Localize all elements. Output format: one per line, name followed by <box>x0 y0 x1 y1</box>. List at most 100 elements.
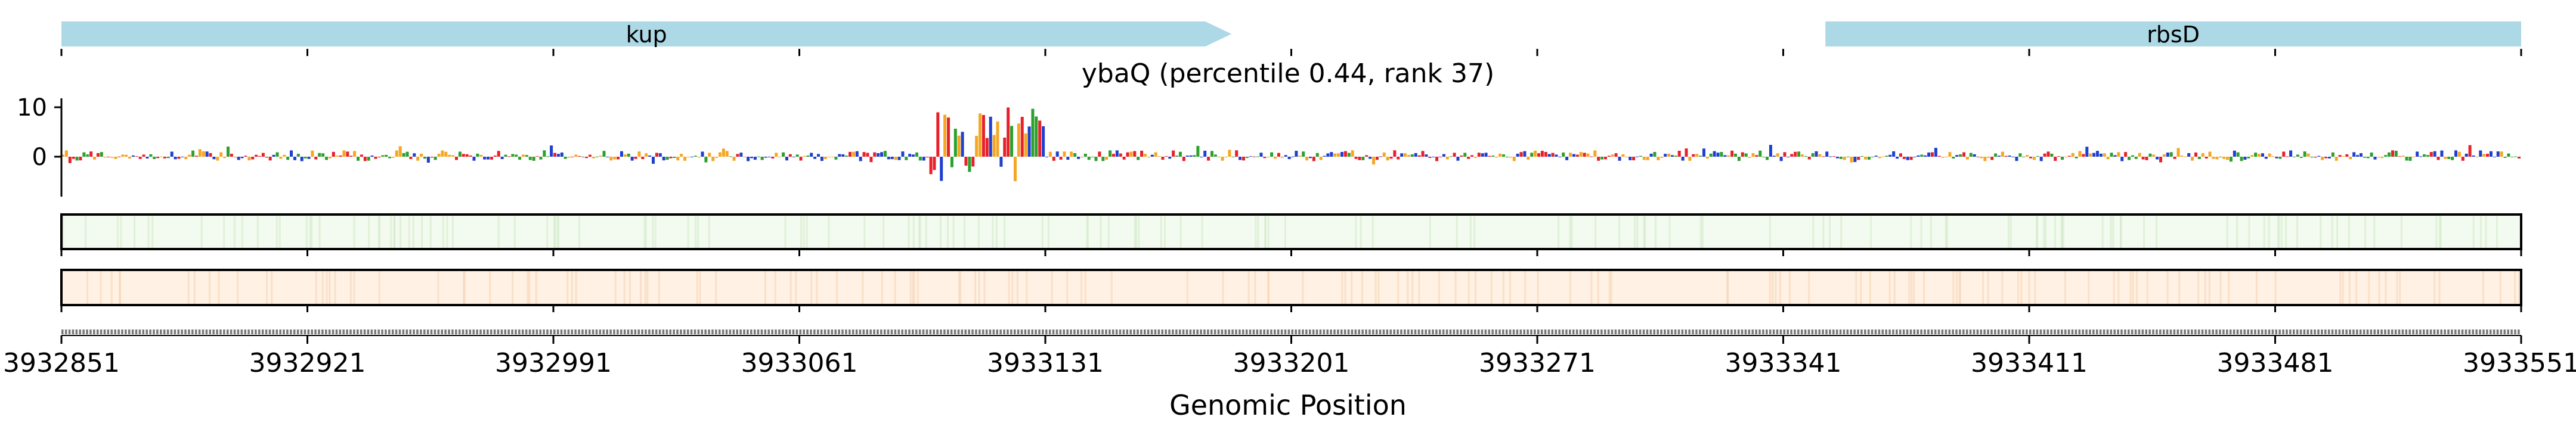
sequence-base-mark <box>1913 329 1916 334</box>
sequence-base-mark <box>430 329 433 334</box>
logo-column <box>1547 154 1551 157</box>
sequence-base-mark <box>701 329 704 334</box>
sequence-base-mark <box>1867 329 1870 334</box>
logo-column <box>1667 153 1671 157</box>
logo-column <box>1776 153 1779 157</box>
heatmap-track-1 <box>60 213 2522 256</box>
logo-column <box>592 157 595 158</box>
logo-column <box>2258 154 2261 157</box>
sequence-base-mark <box>1987 329 1989 334</box>
heatmap-track-1-cell <box>2472 214 2475 249</box>
logo-column <box>665 157 669 160</box>
sequence-base-mark <box>462 329 465 334</box>
sequence-base-mark <box>782 329 784 334</box>
logo-column <box>2067 156 2071 157</box>
heatmap-track-2-cell <box>349 270 352 305</box>
logo-column <box>2327 157 2331 158</box>
logo-column <box>177 157 181 159</box>
logo-column <box>1811 153 1815 157</box>
sequence-base-mark <box>1242 329 1244 334</box>
sequence-base-mark <box>353 329 355 334</box>
heatmap-track-2-cell <box>378 270 380 305</box>
sequence-base-mark <box>2268 329 2271 334</box>
heatmap-track-1-cell <box>2155 214 2157 249</box>
sequence-base-mark <box>1899 329 1902 334</box>
logo-column <box>209 153 212 157</box>
logo-column <box>2286 156 2289 157</box>
logo-column <box>1902 157 1906 159</box>
sequence-base-mark <box>929 329 932 334</box>
sequence-base-mark <box>1484 329 1487 334</box>
logo-column <box>1372 157 1376 165</box>
logo-column <box>2166 153 2169 157</box>
sequence-base-mark <box>1442 329 1445 334</box>
x-tick-label: 3933341 <box>1725 348 1842 378</box>
sequence-base-mark <box>715 329 717 334</box>
heatmap-track-2-cell <box>2129 270 2132 305</box>
heatmap-track-1-cell <box>117 214 119 249</box>
sequence-base-mark <box>1105 329 1107 334</box>
sequence-base-mark <box>2327 329 2330 334</box>
sequence-base-mark <box>1632 329 1634 334</box>
sequence-base-mark <box>2258 329 2260 334</box>
sequence-base-mark <box>1575 329 1578 334</box>
logo-column <box>2472 156 2475 157</box>
heatmap-track-1-cell <box>2439 214 2442 249</box>
logo-column <box>2394 151 2398 157</box>
logo-column <box>1042 126 1045 157</box>
sequence-base-mark <box>2286 329 2288 334</box>
sequence-base-mark <box>2345 329 2348 334</box>
sequence-base-mark <box>2359 329 2362 334</box>
logo-column <box>342 150 346 157</box>
logo-column <box>2468 145 2472 157</box>
heatmap-track-1-cell <box>964 214 966 249</box>
logo-column <box>866 153 869 157</box>
heatmap-track-2-cell <box>463 270 465 305</box>
heatmap-track-2-cell <box>1537 270 1539 305</box>
sequence-base-mark <box>1603 329 1606 334</box>
logo-column <box>2503 157 2507 158</box>
heatmap-track-1-cell <box>368 214 370 249</box>
sequence-base-mark <box>1530 329 1532 334</box>
heatmap-track-2-cell <box>1411 270 1414 305</box>
sequence-base-mark <box>877 329 879 334</box>
logo-column <box>490 157 493 160</box>
sequence-base-mark <box>1003 329 1005 334</box>
sequence-base-mark <box>1741 329 1744 334</box>
heatmap-track-1-cell <box>697 214 699 249</box>
sequence-base-mark <box>1259 329 1262 334</box>
heatmap-track-2-cell <box>1397 270 1400 305</box>
heatmap-track-2-cell <box>2017 270 2019 305</box>
sequence-base-mark <box>1252 329 1255 334</box>
sequence-base-mark <box>2141 329 2144 334</box>
logo-column <box>1632 157 1636 161</box>
logo-column <box>630 157 634 161</box>
sequence-base-mark <box>1319 329 1322 334</box>
sequence-base-mark <box>1755 329 1757 334</box>
sequence-base-mark <box>1239 329 1241 334</box>
sequence-base-mark <box>1200 329 1202 334</box>
sequence-base-mark <box>673 329 675 334</box>
heatmap-track-1-cell <box>2479 214 2482 249</box>
logo-column <box>1593 150 1597 157</box>
sequence-base-mark <box>1934 329 1937 334</box>
sequence-base-mark <box>2128 329 2130 334</box>
sequence-base-mark <box>198 329 201 334</box>
sequence-base-mark <box>212 329 215 334</box>
sequence-base-mark <box>1797 329 1800 334</box>
logo-column <box>1263 157 1267 158</box>
sequence-base-mark <box>1537 329 1540 334</box>
logo-column <box>975 136 979 157</box>
sequence-base-mark <box>455 329 457 334</box>
sequence-base-mark <box>1600 329 1603 334</box>
sequence-base-mark <box>693 329 696 334</box>
sequence-base-mark <box>2254 329 2256 334</box>
logo-column <box>318 153 321 157</box>
logo-column <box>2145 157 2148 160</box>
heatmap-track-1-cell <box>2045 214 2046 249</box>
logo-column <box>2032 157 2036 160</box>
sequence-base-mark <box>107 329 110 334</box>
heatmap-track-1-cell <box>1179 214 1182 249</box>
heatmap-track-2-cell <box>1855 270 1857 305</box>
logo-column <box>413 153 416 157</box>
